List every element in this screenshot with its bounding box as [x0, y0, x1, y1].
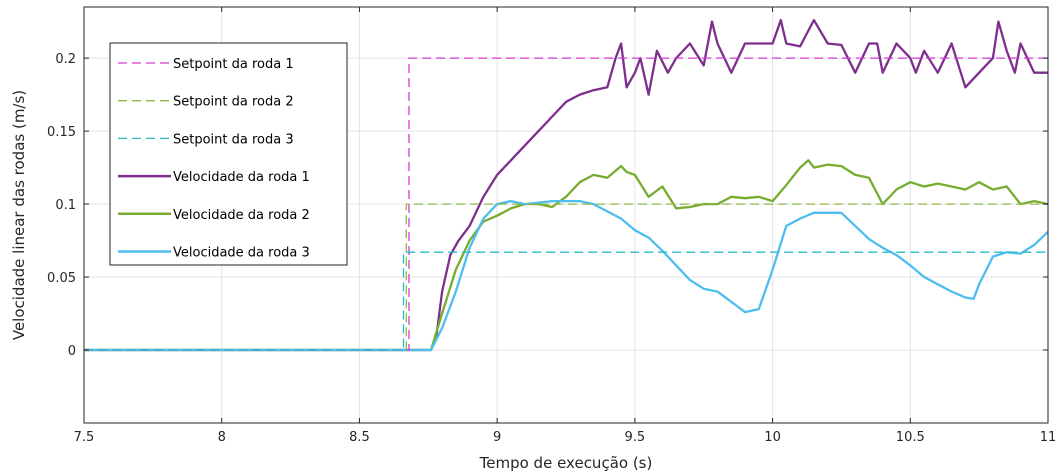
plot-area-frame: [83, 6, 1049, 424]
y-tick-label: 0.15: [47, 125, 76, 140]
x-tick-label: 9.5: [625, 430, 646, 445]
series-line-3: [84, 251, 1048, 351]
x-tick-label: 11: [1040, 430, 1057, 445]
series-line-4: [84, 18, 1048, 352]
legend-entry-label: Velocidade da roda 2: [173, 208, 310, 223]
axis-ticks: 7.5 8 8.5 9 9.5 10 10.5 11 0 0.05 0.1 0.15 0.2: [47, 7, 1056, 445]
legend-entry-label: Setpoint da roda 3: [173, 132, 294, 147]
legend-entry-label: Setpoint da roda 1: [173, 57, 294, 72]
legend: Setpoint da roda 1 Setpoint da roda 2 Setp…: [109, 42, 348, 266]
x-tick-label: 10.5: [896, 430, 925, 445]
x-axis-label: Tempo de execução (s): [479, 454, 653, 472]
x-tick-label: 8.5: [349, 430, 370, 445]
y-tick-label: 0.2: [55, 52, 76, 67]
series-lines: [84, 18, 1049, 352]
legend-entry-label: Setpoint da roda 2: [173, 95, 294, 110]
legend-box: [109, 42, 348, 266]
legend-entry-label: Velocidade da roda 3: [173, 246, 310, 261]
x-tick-label: 10: [764, 430, 781, 445]
series-line-6: [84, 199, 1049, 352]
y-tick-label: 0.1: [55, 198, 76, 213]
y-tick-label: 0.05: [47, 271, 76, 286]
legend-entry-label: Velocidade da roda 1: [173, 170, 310, 185]
x-tick-label: 7.5: [74, 430, 95, 445]
x-tick-label: 8: [218, 430, 226, 445]
y-tick-label: 0: [68, 344, 76, 359]
x-tick-label: 9: [493, 430, 501, 445]
y-axis-label: Velocidade linear das rodas (m/s): [10, 90, 28, 340]
